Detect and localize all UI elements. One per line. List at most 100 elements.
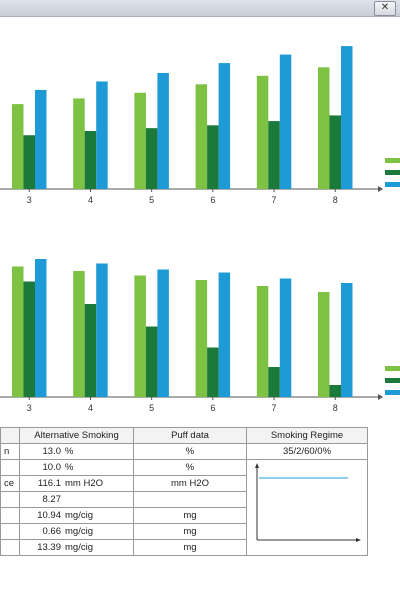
table-row: n 13.0% % 35/2/60/0%	[0, 443, 368, 460]
header-alternative-smoking: Alternative Smoking	[19, 427, 134, 444]
bar	[35, 89, 47, 189]
bar	[256, 75, 269, 189]
cell-value: 13.0	[42, 446, 62, 457]
table-row: 8.27	[0, 491, 368, 508]
alt-smoking-cell: 0.66 mg/cig	[19, 523, 134, 540]
alt-smoking-cell: 13.0%	[19, 443, 134, 460]
cell-value: 10.94	[37, 510, 61, 521]
header-smoking-regime: Smoking Regime	[246, 427, 368, 444]
bar	[84, 304, 97, 397]
x-tick-label: 8	[333, 195, 338, 205]
bar	[268, 121, 280, 189]
row-stub	[0, 459, 20, 476]
alt-smoking-cell: 10.0%	[19, 459, 134, 476]
close-icon: ✕	[380, 2, 390, 13]
x-tick-label: 3	[27, 195, 32, 205]
cell-unit: %	[65, 462, 74, 473]
x-tick-label: 3	[27, 403, 32, 413]
close-button[interactable]: ✕	[374, 1, 396, 16]
table-row: 10.0% %	[0, 459, 368, 556]
bar	[23, 281, 35, 397]
window-titlebar: ✕	[0, 0, 400, 17]
puff-data-cell: %	[133, 459, 247, 476]
cell-value: 10.0	[42, 462, 62, 473]
x-tick-label: 4	[88, 195, 93, 205]
alt-smoking-cell: 116.1 mm H2O	[19, 475, 134, 492]
x-tick-label: 7	[272, 195, 277, 205]
bar	[195, 84, 208, 189]
bar	[207, 347, 219, 397]
smoking-regime-graph-cell	[246, 459, 368, 556]
x-tick-label: 8	[333, 403, 338, 413]
x-tick-label: 6	[210, 195, 215, 205]
bar	[329, 115, 341, 189]
bar	[318, 292, 330, 397]
graph-y-arrow	[255, 463, 259, 468]
chart-top: 3 4 5 6 7 8	[0, 46, 400, 205]
table-row: ce 116.1 mm H2O mm H2O	[0, 475, 368, 492]
bar	[318, 67, 330, 189]
row-stub: n	[0, 443, 20, 460]
bar	[145, 326, 158, 397]
cell-value: 0.66	[42, 526, 62, 537]
bar	[207, 125, 219, 189]
puff-data-cell: mg	[133, 539, 247, 556]
bar	[12, 104, 24, 189]
row-stub	[0, 507, 20, 524]
bar	[268, 367, 280, 397]
bar	[84, 130, 97, 189]
legend-swatch	[385, 390, 400, 395]
row-stub: ce	[0, 475, 20, 492]
row-stub	[0, 539, 20, 556]
bar	[157, 269, 169, 397]
cell-unit: mg/cig	[65, 526, 93, 537]
legend-swatch	[385, 366, 400, 371]
bar	[157, 72, 169, 189]
smoking-regime-value: 35/2/60/0%	[246, 443, 368, 460]
table-header-stub	[0, 427, 20, 444]
legend-swatch	[385, 182, 400, 187]
bar	[195, 280, 208, 397]
bar	[73, 98, 85, 189]
x-tick-label: 4	[88, 403, 93, 413]
puff-data-cell: mg	[133, 507, 247, 524]
header-puff-data: Puff data	[133, 427, 247, 444]
puff-data-cell: mm H2O	[133, 475, 247, 492]
bar	[341, 283, 353, 397]
chart-bottom: 3 4 5 6 7 8	[0, 259, 400, 413]
cell-value: 13.39	[37, 542, 61, 553]
table-row: 10.94 mg/cig mg	[0, 507, 368, 524]
results-table: Alternative Smoking Puff data Smoking Re…	[0, 427, 368, 556]
row-stub	[0, 491, 20, 508]
bar	[134, 92, 146, 189]
bar	[341, 46, 353, 189]
legend-swatch	[385, 378, 400, 383]
cell-value: 8.27	[42, 494, 62, 505]
x-tick-label: 5	[149, 195, 154, 205]
alt-smoking-cell: 13.39 mg/cig	[19, 539, 134, 556]
bar	[329, 385, 341, 397]
alt-smoking-cell: 8.27	[19, 491, 134, 508]
row-stub	[0, 523, 20, 540]
bar	[256, 286, 269, 397]
bar	[96, 263, 108, 397]
x-axis-arrow	[378, 186, 383, 192]
cell-unit: mg/cig	[65, 510, 93, 521]
table-row: 13.39 mg/cig mg	[0, 539, 368, 556]
puff-data-cell	[133, 491, 247, 508]
x-tick-label: 6	[210, 403, 215, 413]
graph-x-arrow	[356, 538, 361, 542]
cell-unit: %	[65, 446, 74, 457]
puff-data-cell: mg	[133, 523, 247, 540]
x-axis-arrow	[378, 394, 383, 400]
legend-swatch	[385, 170, 400, 175]
x-tick-label: 5	[149, 403, 154, 413]
x-tick-label: 7	[272, 403, 277, 413]
bar	[145, 128, 158, 189]
bar	[96, 81, 108, 189]
cell-unit: mg/cig	[65, 542, 93, 553]
bar	[12, 266, 24, 397]
cell-unit: mm H2O	[65, 478, 103, 489]
bar	[218, 63, 231, 189]
cell-value: 116.1	[37, 478, 61, 489]
